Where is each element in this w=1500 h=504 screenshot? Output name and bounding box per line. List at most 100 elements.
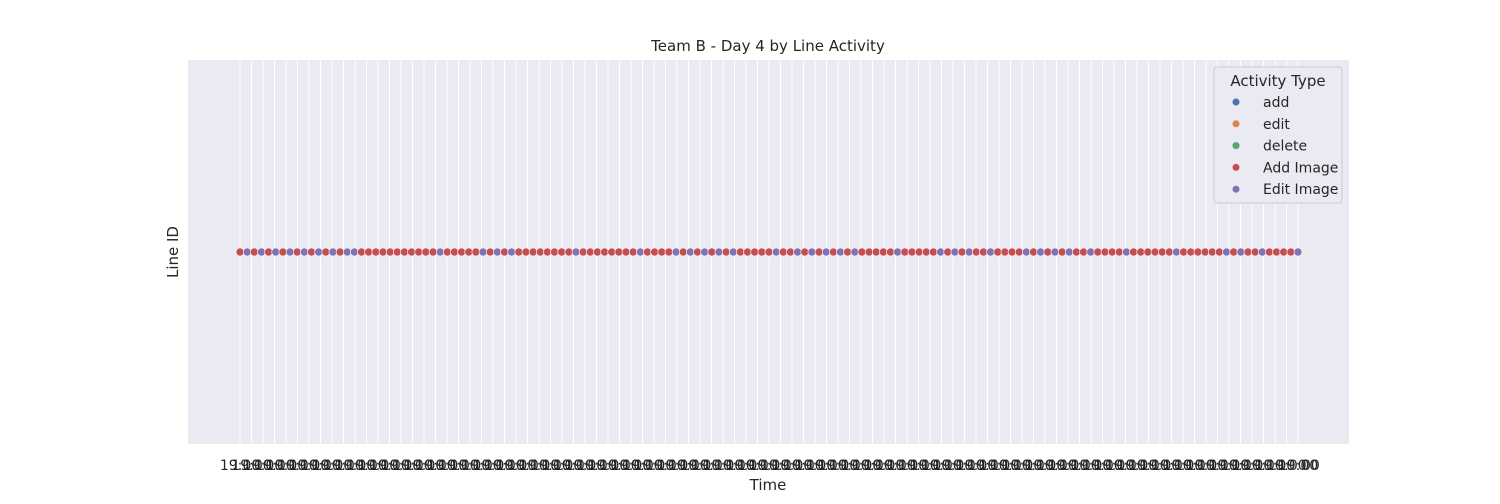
x-tick-label: 19:00 [703,458,743,474]
data-point-add-image [628,247,638,257]
x-tick-label: 19:00 [266,458,306,474]
x-tick-label: 19:00 [1071,458,1111,474]
x-tick-label: 19:00 [484,458,524,474]
x-tick-label: 19:00 [576,458,616,474]
data-point-add-image [1014,247,1024,257]
data-point-add-image [457,247,466,257]
legend-marker-edit [1232,120,1240,128]
x-tick-label: 19:00 [220,458,260,474]
data-point-edit-image [1293,247,1303,257]
data-point-add-image [1029,247,1038,257]
data-point-edit-image [636,247,645,257]
data-point-edit-image [964,247,974,257]
x-tick-label: 19:00 [875,458,915,474]
data-point-add-image [414,247,424,257]
x-tick-label: 19:00 [852,458,892,474]
data-point-edit-image [1050,247,1060,257]
data-point-add-image [1007,247,1017,257]
data-point-add-image [292,247,302,257]
x-tick-label: 19:00 [461,458,501,474]
data-point-add-image [786,247,795,257]
data-point-edit-image [771,247,781,257]
x-tick-label: 19:00 [990,458,1030,474]
data-point-add-image [929,247,938,257]
data-point-add-image [693,247,702,257]
x-tick-label: 19:00 [323,458,363,474]
data-point-add-image [1114,247,1124,257]
data-point-add-image [335,247,345,257]
legend-label: delete [1263,139,1307,155]
data-point-add-image [514,247,524,257]
data-point-add-image [278,247,288,257]
data-point-edit-image [850,247,860,257]
data-point-add-image [764,247,774,257]
data-point-edit-image [478,247,488,257]
x-tick-label-end: 00 [1302,458,1320,474]
x-tick-label: 19:00 [381,458,421,474]
data-point-add-image [843,247,852,257]
x-tick-label: 19:00 [1082,458,1122,474]
x-tick-label: 19:00 [231,458,271,474]
data-point-edit-image [700,247,709,257]
x-tick-label: 19:00 [657,458,697,474]
data-point-add-image [614,247,624,257]
data-point-add-image [400,247,409,257]
data-point-edit-image [1122,247,1131,257]
data-point-edit-image [714,247,724,257]
data-point-add-image [957,247,967,257]
x-tick-label: 19:00 [1094,458,1134,474]
x-tick-label: 19:00 [473,458,513,474]
x-tick-label: 19:00 [841,458,881,474]
data-point-add-image [900,247,910,257]
x-tick-label: 19:00 [1174,458,1214,474]
x-tick-label: 19:00 [507,458,547,474]
x-tick-label: 19:00 [404,458,444,474]
x-tick-label: 19:00 [749,458,789,474]
data-point-edit-image [728,247,738,257]
data-point-add-image [943,247,953,257]
data-point-add-image [535,247,545,257]
legend-label: Add Image [1263,160,1338,176]
data-point-add-image [864,247,874,257]
x-tick-label: 19:00 [622,458,662,474]
data-point-add-image [464,247,474,257]
x-tick-label: 19:00 [438,458,478,474]
data-point-add-image [1100,247,1110,257]
x-tick-label: 19:00 [1059,458,1099,474]
data-point-add-image [407,247,416,257]
data-point-edit-image [936,247,945,257]
y-axis-label: Line ID [164,226,182,278]
legend-entries: add edit delete Add Image Edit Image [1232,95,1338,198]
data-point-add-image [528,247,538,257]
x-tick-label: 19:00 [691,458,731,474]
data-points [235,247,1303,257]
x-tick-label: 19:00 [277,458,317,474]
x-tick-label: 19:00 [668,458,708,474]
data-point-edit-image [807,247,817,257]
data-point-add-image [1150,247,1160,257]
data-point-add-image [1286,247,1296,257]
x-tick-label: 19:00 [254,458,294,474]
data-point-edit-image [242,247,252,257]
x-tick-label: 19:00 [312,458,352,474]
data-point-add-image [593,247,602,257]
data-point-add-image [871,247,881,257]
x-tick-label: 19:00 [358,458,398,474]
data-point-edit-image [435,247,445,257]
data-point-add-image [1229,247,1238,257]
data-point-add-image [1043,247,1053,257]
x-tick-label: 19:00 [737,458,777,474]
x-tick-label: 19:00 [898,458,938,474]
x-tick-label: 19:00 [933,458,973,474]
data-point-add-image [1186,247,1196,257]
x-tick-label: 19:00 [542,458,582,474]
data-point-add-image [378,247,388,257]
x-tick-label: 19:00 [369,458,409,474]
data-point-add-image [235,247,245,257]
data-point-add-image [800,247,810,257]
data-point-edit-image [342,247,352,257]
x-tick-labels: 19:0019:0019:0019:0019:0019:0019:0019:00… [220,458,1320,474]
data-point-add-image [1000,247,1010,257]
